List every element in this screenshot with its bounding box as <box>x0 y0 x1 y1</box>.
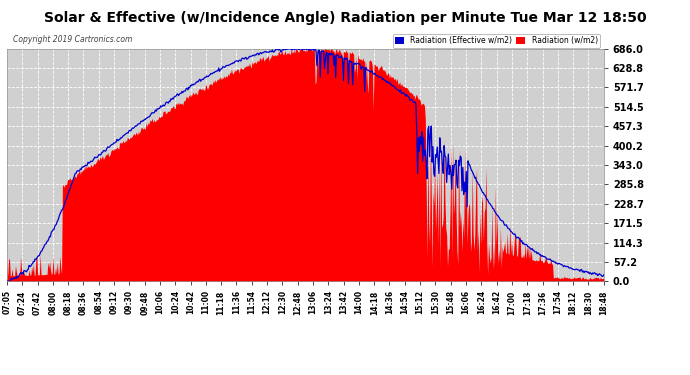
Text: Copyright 2019 Cartronics.com: Copyright 2019 Cartronics.com <box>13 35 132 44</box>
Legend: Radiation (Effective w/m2), Radiation (w/m2): Radiation (Effective w/m2), Radiation (w… <box>393 34 600 48</box>
Text: Solar & Effective (w/Incidence Angle) Radiation per Minute Tue Mar 12 18:50: Solar & Effective (w/Incidence Angle) Ra… <box>43 11 647 25</box>
